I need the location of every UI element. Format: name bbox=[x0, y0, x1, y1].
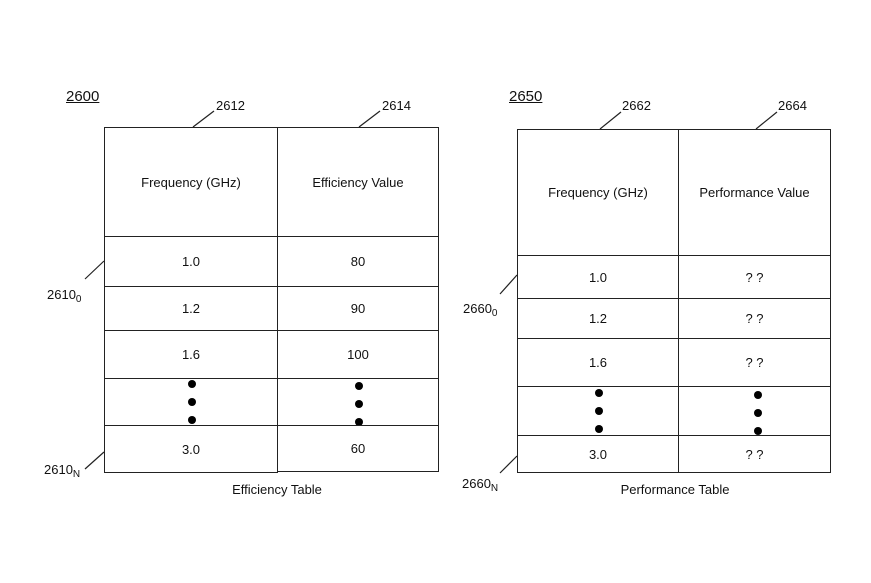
vertical-ellipsis-icon bbox=[754, 391, 762, 435]
column-ref-frequency: 2662 bbox=[622, 98, 651, 113]
table-cell: ? ? bbox=[678, 435, 831, 473]
leader-2610-n bbox=[84, 451, 105, 470]
table-cell: 1.2 bbox=[517, 298, 679, 339]
leader-2614 bbox=[358, 110, 381, 128]
row-ref-last: 2660N bbox=[462, 476, 499, 494]
table-cell: 3.0 bbox=[517, 435, 679, 473]
header-frequency: Frequency (GHz) bbox=[104, 127, 278, 237]
table-cell: 1.6 bbox=[104, 330, 278, 379]
table-cell: 90 bbox=[277, 286, 439, 331]
leader-2664 bbox=[755, 111, 778, 130]
header-performance-value: Performance Value bbox=[678, 129, 831, 256]
vertical-ellipsis-icon bbox=[355, 382, 363, 426]
figure-id-2600: 2600 bbox=[66, 88, 100, 105]
table-cell: 60 bbox=[277, 425, 439, 472]
table-caption: Efficiency Table bbox=[232, 482, 322, 497]
table-cell: ? ? bbox=[678, 255, 831, 299]
table-cell: ? ? bbox=[678, 338, 831, 387]
leader-2662 bbox=[599, 111, 622, 130]
row-ref-first: 26600 bbox=[463, 301, 498, 319]
table-cell: 100 bbox=[277, 330, 439, 379]
leader-2660-n bbox=[499, 455, 518, 474]
table-cell: 1.0 bbox=[517, 255, 679, 299]
table-cell: 3.0 bbox=[104, 425, 278, 473]
vertical-ellipsis-icon bbox=[188, 380, 196, 424]
row-ref-first: 26100 bbox=[47, 287, 82, 305]
table-cell: 1.6 bbox=[517, 338, 679, 387]
table-cell: ? ? bbox=[678, 298, 831, 339]
column-ref-frequency: 2612 bbox=[216, 98, 245, 113]
table-caption: Performance Table bbox=[620, 482, 730, 497]
column-ref-value: 2614 bbox=[382, 98, 411, 113]
leader-2612 bbox=[192, 110, 215, 128]
column-ref-value: 2664 bbox=[778, 98, 807, 113]
vertical-ellipsis-icon bbox=[595, 389, 603, 433]
header-frequency: Frequency (GHz) bbox=[517, 129, 679, 256]
row-ref-last: 2610N bbox=[44, 462, 81, 480]
leader-2610-0 bbox=[84, 260, 105, 280]
header-efficiency-value: Efficiency Value bbox=[277, 127, 439, 237]
table-cell: 80 bbox=[277, 236, 439, 287]
table-cell: 1.0 bbox=[104, 236, 278, 287]
table-cell: 1.2 bbox=[104, 286, 278, 331]
leader-2660-0 bbox=[499, 274, 518, 295]
figure-id-2650: 2650 bbox=[509, 88, 543, 105]
